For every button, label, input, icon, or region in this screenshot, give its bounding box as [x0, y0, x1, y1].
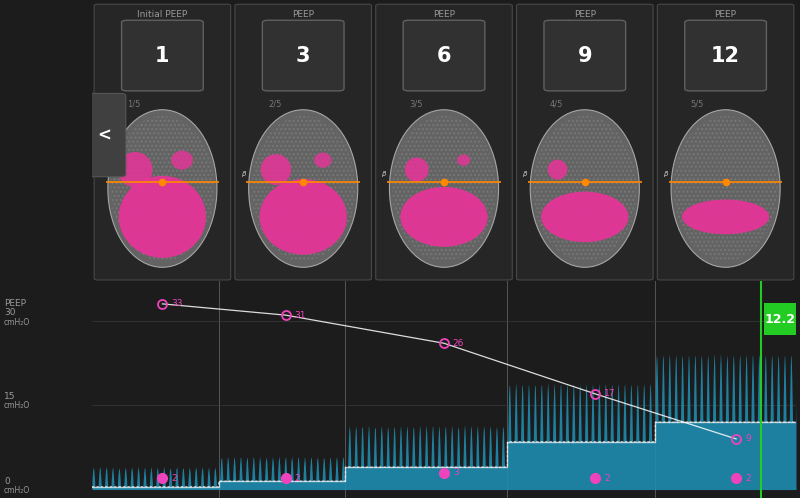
FancyBboxPatch shape: [517, 4, 653, 280]
Ellipse shape: [682, 200, 770, 234]
Ellipse shape: [118, 152, 153, 187]
Text: 2: 2: [604, 474, 610, 483]
Text: PEEP: PEEP: [574, 10, 596, 19]
FancyBboxPatch shape: [94, 4, 230, 280]
Text: 2/5: 2/5: [268, 100, 282, 109]
Text: 0: 0: [4, 477, 10, 486]
Text: 2: 2: [294, 474, 300, 483]
Text: cmH₂O: cmH₂O: [4, 486, 30, 495]
Text: 9: 9: [745, 434, 750, 443]
Text: 31: 31: [294, 311, 306, 320]
Text: β: β: [100, 171, 104, 177]
Ellipse shape: [671, 110, 780, 267]
Text: 15: 15: [4, 392, 15, 401]
FancyBboxPatch shape: [658, 4, 794, 280]
FancyBboxPatch shape: [403, 20, 485, 91]
Text: Initial PEEP: Initial PEEP: [138, 10, 187, 19]
Text: 1: 1: [155, 46, 170, 66]
Text: 33: 33: [171, 299, 182, 308]
Text: 3: 3: [453, 468, 458, 477]
Text: 9: 9: [578, 46, 592, 66]
Text: 5/5: 5/5: [690, 100, 704, 109]
Ellipse shape: [249, 110, 358, 267]
Text: PEEP: PEEP: [433, 10, 455, 19]
Text: 6: 6: [437, 46, 451, 66]
FancyBboxPatch shape: [83, 94, 126, 177]
FancyBboxPatch shape: [764, 303, 798, 335]
Text: 3/5: 3/5: [409, 100, 422, 109]
Ellipse shape: [400, 187, 488, 247]
Text: PEEP: PEEP: [4, 299, 26, 308]
FancyBboxPatch shape: [235, 4, 371, 280]
Text: PEEP: PEEP: [292, 10, 314, 19]
Text: 1/5: 1/5: [127, 100, 141, 109]
Ellipse shape: [541, 192, 629, 242]
Text: 17: 17: [604, 389, 616, 398]
FancyBboxPatch shape: [685, 20, 766, 91]
Text: 3: 3: [296, 46, 310, 66]
Ellipse shape: [548, 160, 567, 180]
Text: PEEP: PEEP: [714, 10, 737, 19]
Ellipse shape: [390, 110, 498, 267]
Text: 2: 2: [171, 474, 177, 483]
Text: 12: 12: [711, 46, 740, 66]
Text: 30: 30: [4, 308, 15, 317]
Text: 12.2: 12.2: [765, 313, 796, 326]
Ellipse shape: [259, 179, 347, 254]
Text: β: β: [522, 171, 526, 177]
FancyBboxPatch shape: [262, 20, 344, 91]
Text: β: β: [241, 171, 245, 177]
Text: <: <: [98, 126, 111, 144]
Text: β: β: [663, 171, 667, 177]
Ellipse shape: [261, 154, 291, 185]
Text: 4/5: 4/5: [550, 100, 563, 109]
Text: β: β: [382, 171, 386, 177]
FancyBboxPatch shape: [544, 20, 626, 91]
Ellipse shape: [108, 110, 217, 267]
FancyBboxPatch shape: [376, 4, 512, 280]
Text: 26: 26: [453, 339, 464, 348]
Ellipse shape: [405, 157, 429, 182]
Ellipse shape: [457, 154, 470, 166]
Text: 2: 2: [745, 474, 750, 483]
Ellipse shape: [314, 152, 331, 168]
Ellipse shape: [171, 151, 193, 170]
Ellipse shape: [118, 176, 206, 258]
FancyBboxPatch shape: [122, 20, 203, 91]
Text: cmH₂O: cmH₂O: [4, 401, 30, 410]
Text: cmH₂O: cmH₂O: [4, 318, 30, 327]
Ellipse shape: [530, 110, 639, 267]
